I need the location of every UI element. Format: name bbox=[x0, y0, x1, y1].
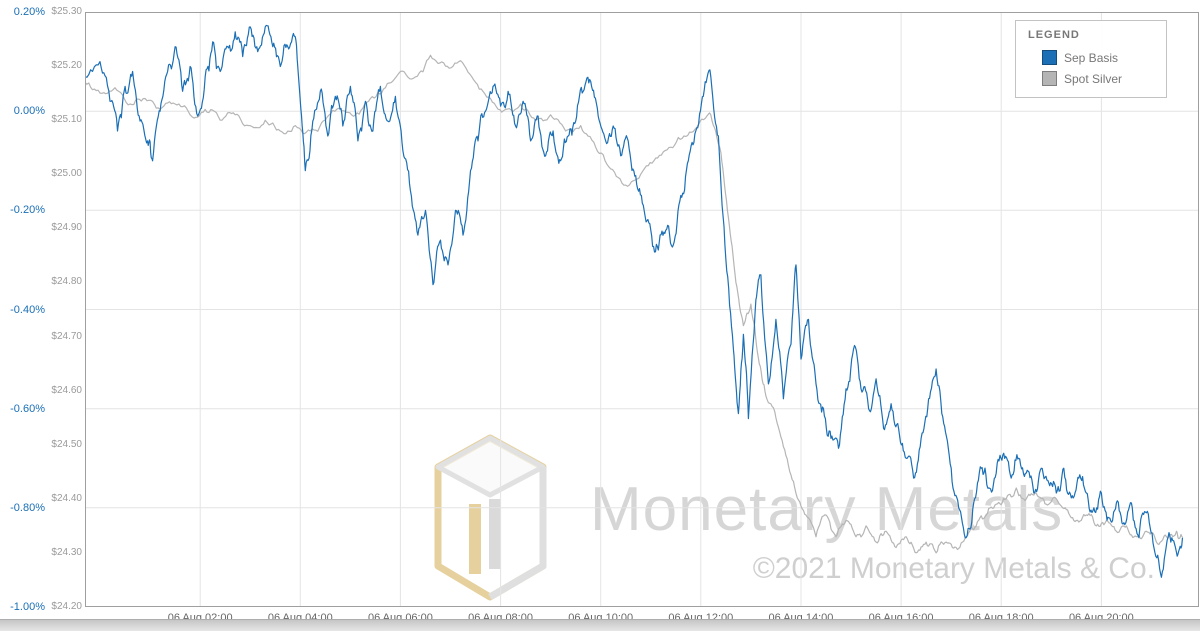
price-tick-label: $24.50 bbox=[51, 438, 82, 450]
legend: LEGEND Sep Basis Spot Silver bbox=[1015, 20, 1167, 98]
price-tick-label: $25.00 bbox=[51, 168, 82, 180]
plot-area[interactable]: Monetary Metals ©2021 Monetary Metals & … bbox=[85, 12, 1199, 607]
price-tick-label: $24.80 bbox=[51, 276, 82, 288]
percent-tick-label: -1.00% bbox=[10, 601, 45, 613]
chart-scrollbar[interactable] bbox=[0, 619, 1200, 631]
plot-svg bbox=[85, 12, 1199, 607]
price-tick-label: $25.10 bbox=[51, 114, 82, 126]
percent-tick-label: -0.80% bbox=[10, 501, 45, 514]
price-tick-label: $25.20 bbox=[51, 60, 82, 72]
price-tick-label: $24.70 bbox=[51, 330, 82, 342]
price-tick-label: $24.40 bbox=[51, 492, 82, 504]
spot-silver-swatch bbox=[1042, 71, 1057, 86]
legend-title: LEGEND bbox=[1028, 29, 1080, 41]
price-tick-label: $24.90 bbox=[51, 222, 82, 234]
spot-silver-label: Spot Silver bbox=[1064, 71, 1123, 86]
legend-item-sep-basis[interactable]: Sep Basis bbox=[1016, 47, 1166, 68]
percent-tick-label: 0.20% bbox=[13, 6, 45, 18]
price-tick-label: $24.60 bbox=[51, 384, 82, 396]
percent-tick-label: -0.40% bbox=[10, 303, 45, 316]
percent-tick-label: -0.60% bbox=[10, 402, 45, 415]
legend-item-spot-silver[interactable]: Spot Silver bbox=[1016, 68, 1166, 89]
sep-basis-label: Sep Basis bbox=[1064, 50, 1119, 65]
sep-basis-swatch bbox=[1042, 50, 1057, 65]
percent-tick-label: 0.00% bbox=[13, 105, 45, 118]
price-tick-label: $25.30 bbox=[51, 6, 82, 17]
price-tick-label: $24.30 bbox=[51, 546, 82, 558]
percent-tick-label: -0.20% bbox=[10, 204, 45, 217]
price-tick-label: $24.20 bbox=[51, 601, 82, 612]
